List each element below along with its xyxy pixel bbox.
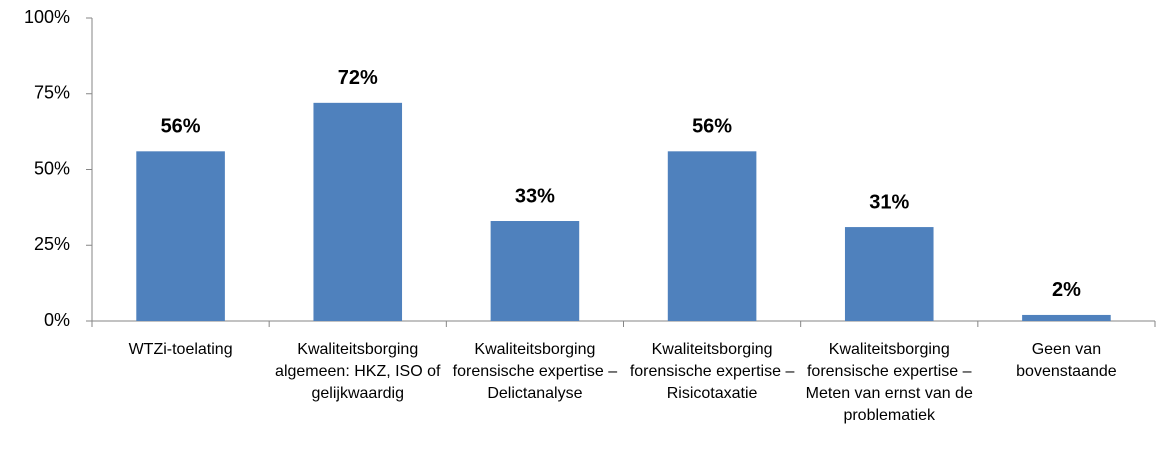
data-label: 56% (692, 116, 732, 138)
bar (1022, 314, 1111, 321)
data-label: 31% (869, 191, 909, 213)
x-tick-label: Kwaliteitsborging forensische expertise … (452, 341, 618, 402)
x-tick-label: Kwaliteitsborging forensische expertise … (629, 341, 795, 402)
y-tick-label: 25% (34, 234, 70, 254)
bar (490, 221, 580, 321)
data-label: 2% (1052, 279, 1081, 301)
y-tick-label: 50% (34, 158, 70, 178)
y-tick-label: 0% (44, 310, 70, 330)
bar (844, 227, 934, 321)
x-tick-label: Kwaliteitsborging forensische expertise … (805, 341, 973, 424)
x-tick-label: WTZi-toelating (128, 341, 233, 358)
bar (667, 151, 757, 321)
bar (313, 102, 403, 321)
data-label: 72% (338, 67, 378, 89)
y-tick-label: 100% (24, 7, 70, 27)
x-tick-label: Geen van bovenstaande (1016, 341, 1117, 380)
data-label: 56% (161, 116, 201, 138)
y-tick-label: 75% (34, 83, 70, 103)
bar (136, 151, 225, 321)
data-label: 33% (515, 185, 555, 207)
x-tick-label: Kwaliteitsborging algemeen: HKZ, ISO of … (275, 341, 441, 402)
